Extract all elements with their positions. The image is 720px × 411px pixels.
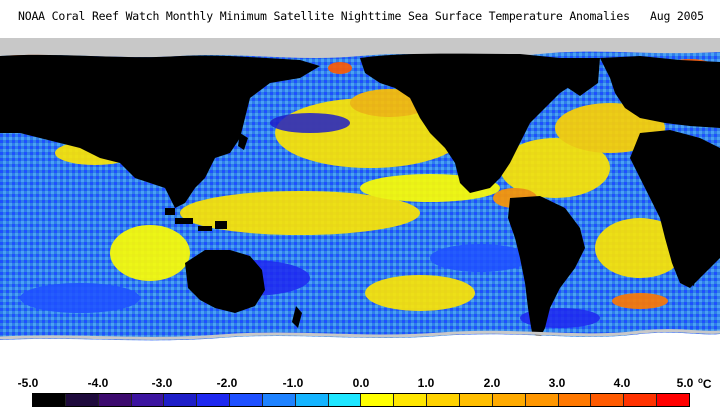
map-title: NOAA Coral Reef Watch Monthly Minimum Sa… (18, 9, 704, 23)
colorbar-swatch (624, 394, 658, 406)
colorbar-swatch (65, 394, 99, 406)
degree-sign: o (698, 376, 703, 385)
colorbar-swatch (394, 394, 428, 406)
colorbar-swatch (98, 394, 132, 406)
tick-label: -4.0 (87, 376, 109, 390)
unit-label: oC (698, 376, 712, 391)
land-asia (0, 54, 320, 208)
antarctica-no-data (0, 332, 720, 372)
colorbar-swatch (197, 394, 231, 406)
colorbar-swatch (328, 394, 362, 406)
land-masses (0, 53, 720, 338)
colorbar-swatch (427, 394, 460, 406)
tick-label: -2.0 (216, 376, 238, 390)
tick-label: 2.0 (483, 376, 501, 390)
tick-label: -3.0 (151, 376, 173, 390)
land-north-america (360, 53, 580, 194)
tick-label: -5.0 (17, 376, 39, 390)
tick-label: 1.0 (417, 376, 435, 390)
colorbar-swatch (525, 394, 559, 406)
colorbar-swatch (657, 394, 689, 406)
land-europe (600, 56, 720, 128)
colorbar-swatch (33, 394, 66, 406)
land-south-america (508, 196, 585, 338)
colorbar-swatch (262, 394, 296, 406)
arctic-ice (0, 38, 720, 58)
land-africa (630, 130, 720, 288)
tick-label: 0.0 (352, 376, 370, 390)
colorbar-tick-labels: -5.0 -4.0 -3.0 -2.0 -1.0 0.0 1.0 2.0 3.0… (0, 376, 720, 392)
tick-label: -1.0 (282, 376, 304, 390)
colorbar-swatch (558, 394, 592, 406)
tick-label: 4.0 (613, 376, 631, 390)
colorbar (32, 393, 690, 407)
land-australia (185, 250, 265, 313)
colorbar-swatch (131, 394, 165, 406)
warm-anomaly-regions (8, 50, 715, 311)
sst-anomaly-map (0, 38, 720, 372)
tick-label: 3.0 (548, 376, 566, 390)
colorbar-swatch (459, 394, 493, 406)
tick-label: 5.0 (676, 376, 694, 390)
colorbar-swatch (591, 394, 625, 406)
colorbar-swatch (492, 394, 526, 406)
colorbar-swatch (295, 394, 329, 406)
unit-text: C (702, 377, 712, 391)
colorbar-swatch (361, 394, 395, 406)
colorbar-swatch (164, 394, 198, 406)
colorbar-swatch (230, 394, 263, 406)
